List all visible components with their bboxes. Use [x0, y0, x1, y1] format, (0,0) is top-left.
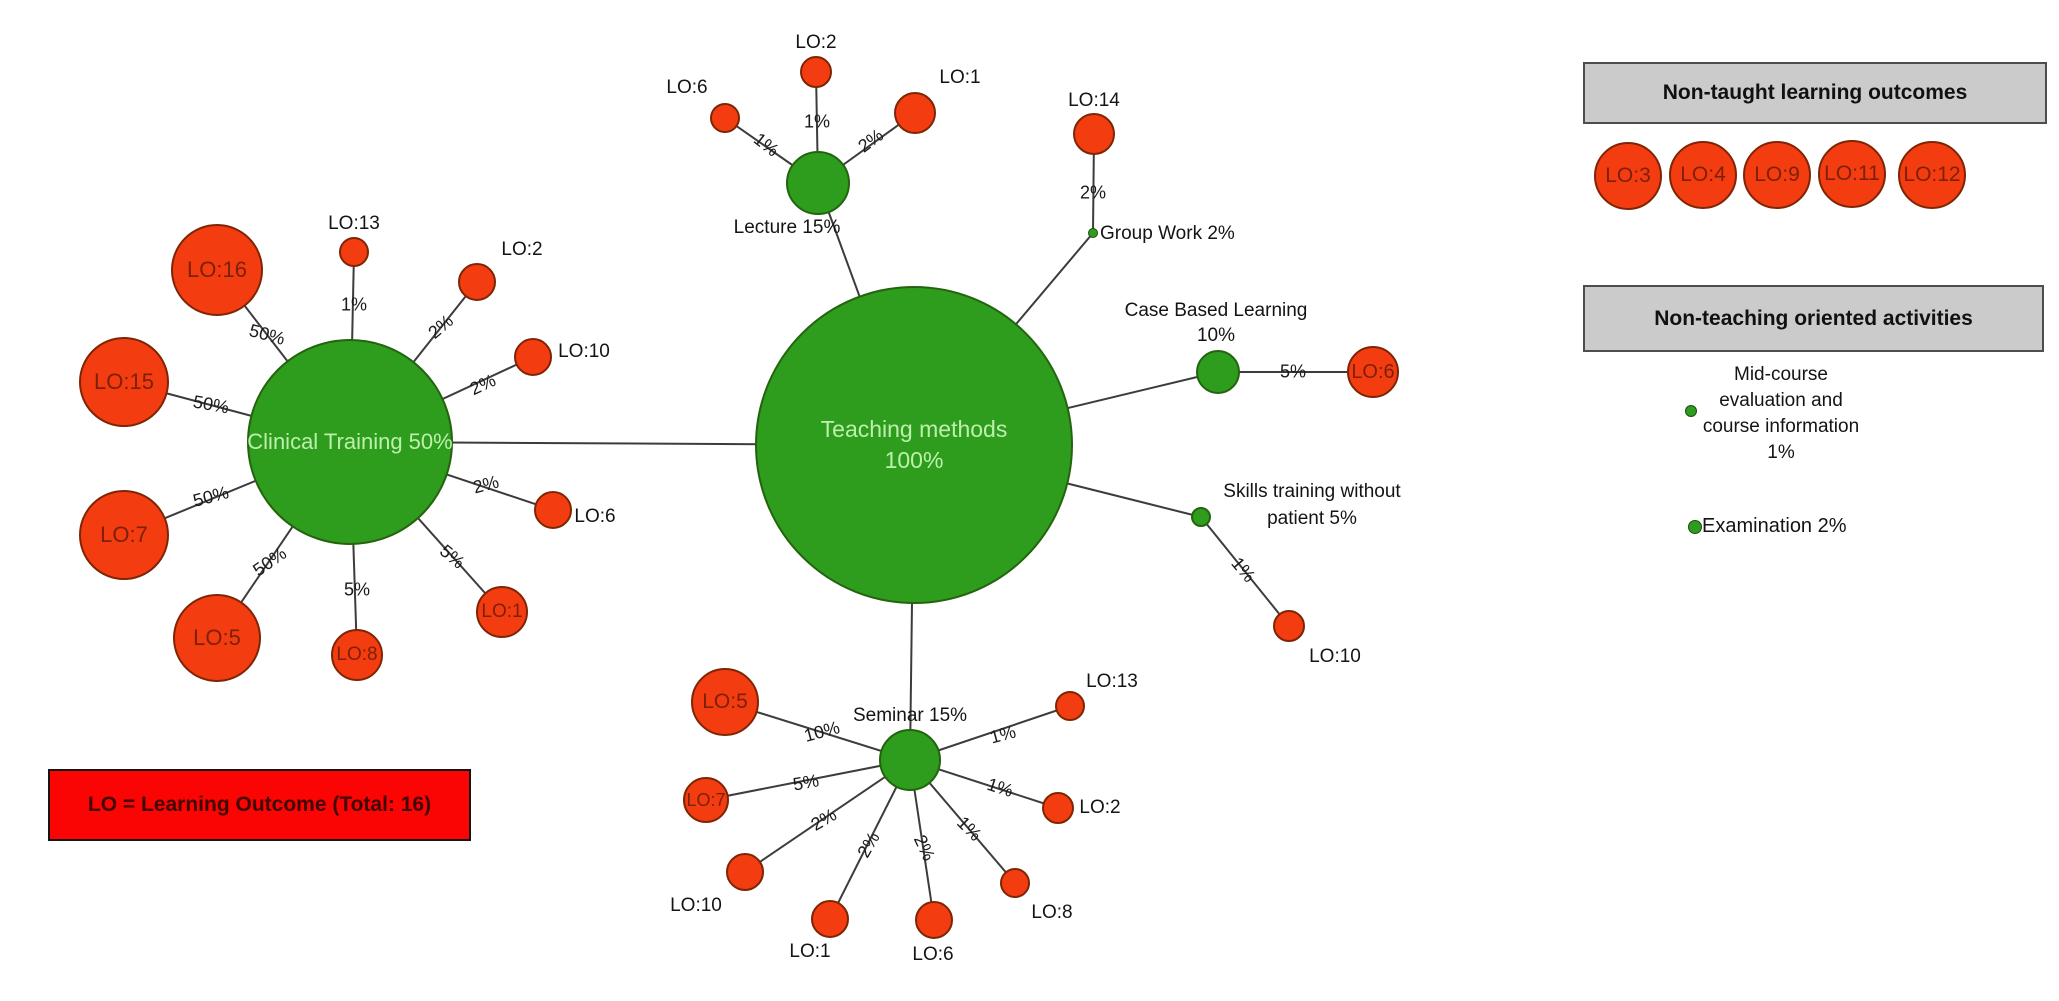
- groupwork-lo14-label: LO:14: [1068, 90, 1120, 111]
- examination-label: Examination 2%: [1702, 515, 1847, 537]
- node-legend-lo3: LO:3: [1594, 142, 1662, 210]
- node-legend-lo9: LO:9: [1743, 141, 1811, 209]
- node-skills-lo10: [1273, 610, 1305, 642]
- edge-seminar-lo7: [705, 759, 911, 801]
- node-seminar: [879, 729, 941, 791]
- edge-label-groupwork-lo14: 2%: [1079, 182, 1107, 203]
- node-clinical-lo7: LO:7: [79, 490, 169, 580]
- seminar-lo5-label: LO:5: [702, 690, 748, 713]
- clinical-lo7-label: LO:7: [100, 522, 148, 547]
- node-clinical-lo13: [339, 237, 369, 267]
- lecture-label: Lecture 15%: [733, 217, 841, 238]
- edge-label-clinical-lo8: 5%: [343, 579, 371, 600]
- node-skills-training: [1191, 507, 1211, 527]
- clinical-training-label: Clinical Training 50%: [247, 429, 453, 454]
- seminar-lo7-label: LO:7: [686, 789, 726, 810]
- node-seminar-lo6: [915, 901, 953, 939]
- seminar-lo6-label: LO:6: [912, 944, 954, 965]
- edge-label-seminar-lo7: 5%: [791, 770, 821, 795]
- node-clinical-lo5: LO:5: [173, 594, 261, 682]
- node-case-based-learning: [1196, 350, 1240, 394]
- node-lecture-lo6: [710, 103, 740, 133]
- node-lecture: [786, 151, 850, 215]
- clinical-lo6-label: LO:6: [574, 506, 616, 527]
- clinical-lo2-label: LO:2: [501, 239, 543, 260]
- clinical-lo13-label: LO:13: [328, 213, 380, 234]
- node-lecture-lo2: [800, 56, 832, 88]
- seminar-lo13-label: LO:13: [1086, 671, 1138, 692]
- mid-course-line1: Mid-course: [1734, 364, 1828, 385]
- legend-non-taught-title: Non-taught learning outcomes: [1662, 81, 1968, 104]
- node-clinical-lo16: LO:16: [171, 224, 263, 316]
- note-box: LO = Learning Outcome (Total: 16): [48, 769, 471, 841]
- node-legend-lo12: LO:12: [1898, 141, 1966, 209]
- seminar-lo1-label: LO:1: [789, 941, 831, 962]
- node-clinical-lo10: [514, 338, 552, 376]
- clinical-lo1-label: LO:1: [481, 601, 523, 622]
- edge-label-casebased-lo6: 5%: [1279, 361, 1307, 382]
- node-clinical-lo8: LO:8: [331, 629, 383, 681]
- legend-lo3-label: LO:3: [1605, 164, 1651, 187]
- node-seminar-lo2: [1042, 792, 1074, 824]
- skills-label-line1: Skills training without: [1223, 481, 1401, 502]
- group-work-label: Group Work 2%: [1100, 223, 1235, 244]
- seminar-lo10-label: LO:10: [670, 895, 722, 916]
- seminar-label: Seminar 15%: [852, 705, 968, 726]
- node-casebased-lo6: LO:6: [1347, 346, 1399, 398]
- node-groupwork-lo14: [1073, 113, 1115, 155]
- mid-course-line2: evaluation and: [1719, 390, 1843, 411]
- node-seminar-lo13: [1055, 691, 1085, 721]
- case-based-label-line2: 10%: [1196, 325, 1236, 346]
- edge-seminar-lo10: [744, 759, 911, 873]
- mid-course-line4: 1%: [1767, 442, 1795, 463]
- examination-dot: [1688, 519, 1702, 534]
- node-clinical-training: Clinical Training 50%: [247, 339, 453, 545]
- node-seminar-lo1: [811, 900, 849, 938]
- node-seminar-lo10: [726, 853, 764, 891]
- node-legend-lo4: LO:4: [1669, 141, 1737, 209]
- mid-course-line3: course information: [1702, 416, 1860, 437]
- legend-lo12-label: LO:12: [1903, 163, 1961, 186]
- mid-course-dot: [1685, 405, 1697, 417]
- node-legend-lo11: LO:11: [1818, 140, 1886, 208]
- legend-non-teaching-title: Non-teaching oriented activities: [1654, 306, 1973, 330]
- node-seminar-lo8: [1000, 868, 1030, 898]
- seminar-lo2-label: LO:2: [1079, 797, 1121, 818]
- edge-label-lecture-lo2: 1%: [803, 111, 831, 132]
- lecture-lo2-label: LO:2: [795, 32, 837, 53]
- mid-course-label: Mid-course evaluation and course informa…: [1651, 362, 1911, 466]
- note-text: LO = Learning Outcome (Total: 16): [87, 793, 432, 816]
- examination-item: Examination 2%: [1688, 515, 1847, 538]
- edge-label-clinical-lo13: 1%: [340, 294, 368, 315]
- clinical-lo10-label: LO:10: [558, 341, 610, 362]
- lecture-lo6-label: LO:6: [666, 77, 708, 98]
- legend-non-taught-header: Non-taught learning outcomes: [1583, 62, 2047, 124]
- teaching-methods-label: Teaching methods 100%: [820, 415, 1008, 473]
- node-lecture-lo1: [894, 92, 936, 134]
- lecture-lo1-label: LO:1: [939, 67, 981, 88]
- legend-lo4-label: LO:4: [1680, 163, 1726, 186]
- edge-skills-lo10: [1200, 516, 1290, 627]
- case-based-label-line1: Case Based Learning: [1124, 300, 1308, 321]
- clinical-lo8-label: LO:8: [336, 644, 378, 665]
- legend-lo11-label: LO:11: [1824, 162, 1880, 185]
- clinical-lo16-label: LO:16: [187, 257, 247, 282]
- node-clinical-lo2: [458, 263, 496, 301]
- skills-label-line2: patient 5%: [1267, 508, 1357, 529]
- casebased-lo6-label: LO:6: [1351, 360, 1395, 383]
- node-group-work: [1088, 228, 1098, 238]
- node-clinical-lo15: LO:15: [79, 337, 169, 427]
- node-clinical-lo1: LO:1: [476, 586, 528, 638]
- clinical-lo5-label: LO:5: [193, 625, 241, 650]
- node-teaching-methods: Teaching methods 100%: [755, 286, 1073, 604]
- node-clinical-lo6: [534, 491, 572, 529]
- seminar-lo8-label: LO:8: [1031, 902, 1073, 923]
- skills-lo10-label: LO:10: [1309, 646, 1361, 667]
- node-seminar-lo7: LO:7: [683, 777, 729, 823]
- legend-non-teaching-header: Non-teaching oriented activities: [1583, 285, 2044, 352]
- legend-lo9-label: LO:9: [1754, 163, 1800, 186]
- node-seminar-lo5: LO:5: [691, 668, 759, 736]
- clinical-lo15-label: LO:15: [94, 369, 154, 394]
